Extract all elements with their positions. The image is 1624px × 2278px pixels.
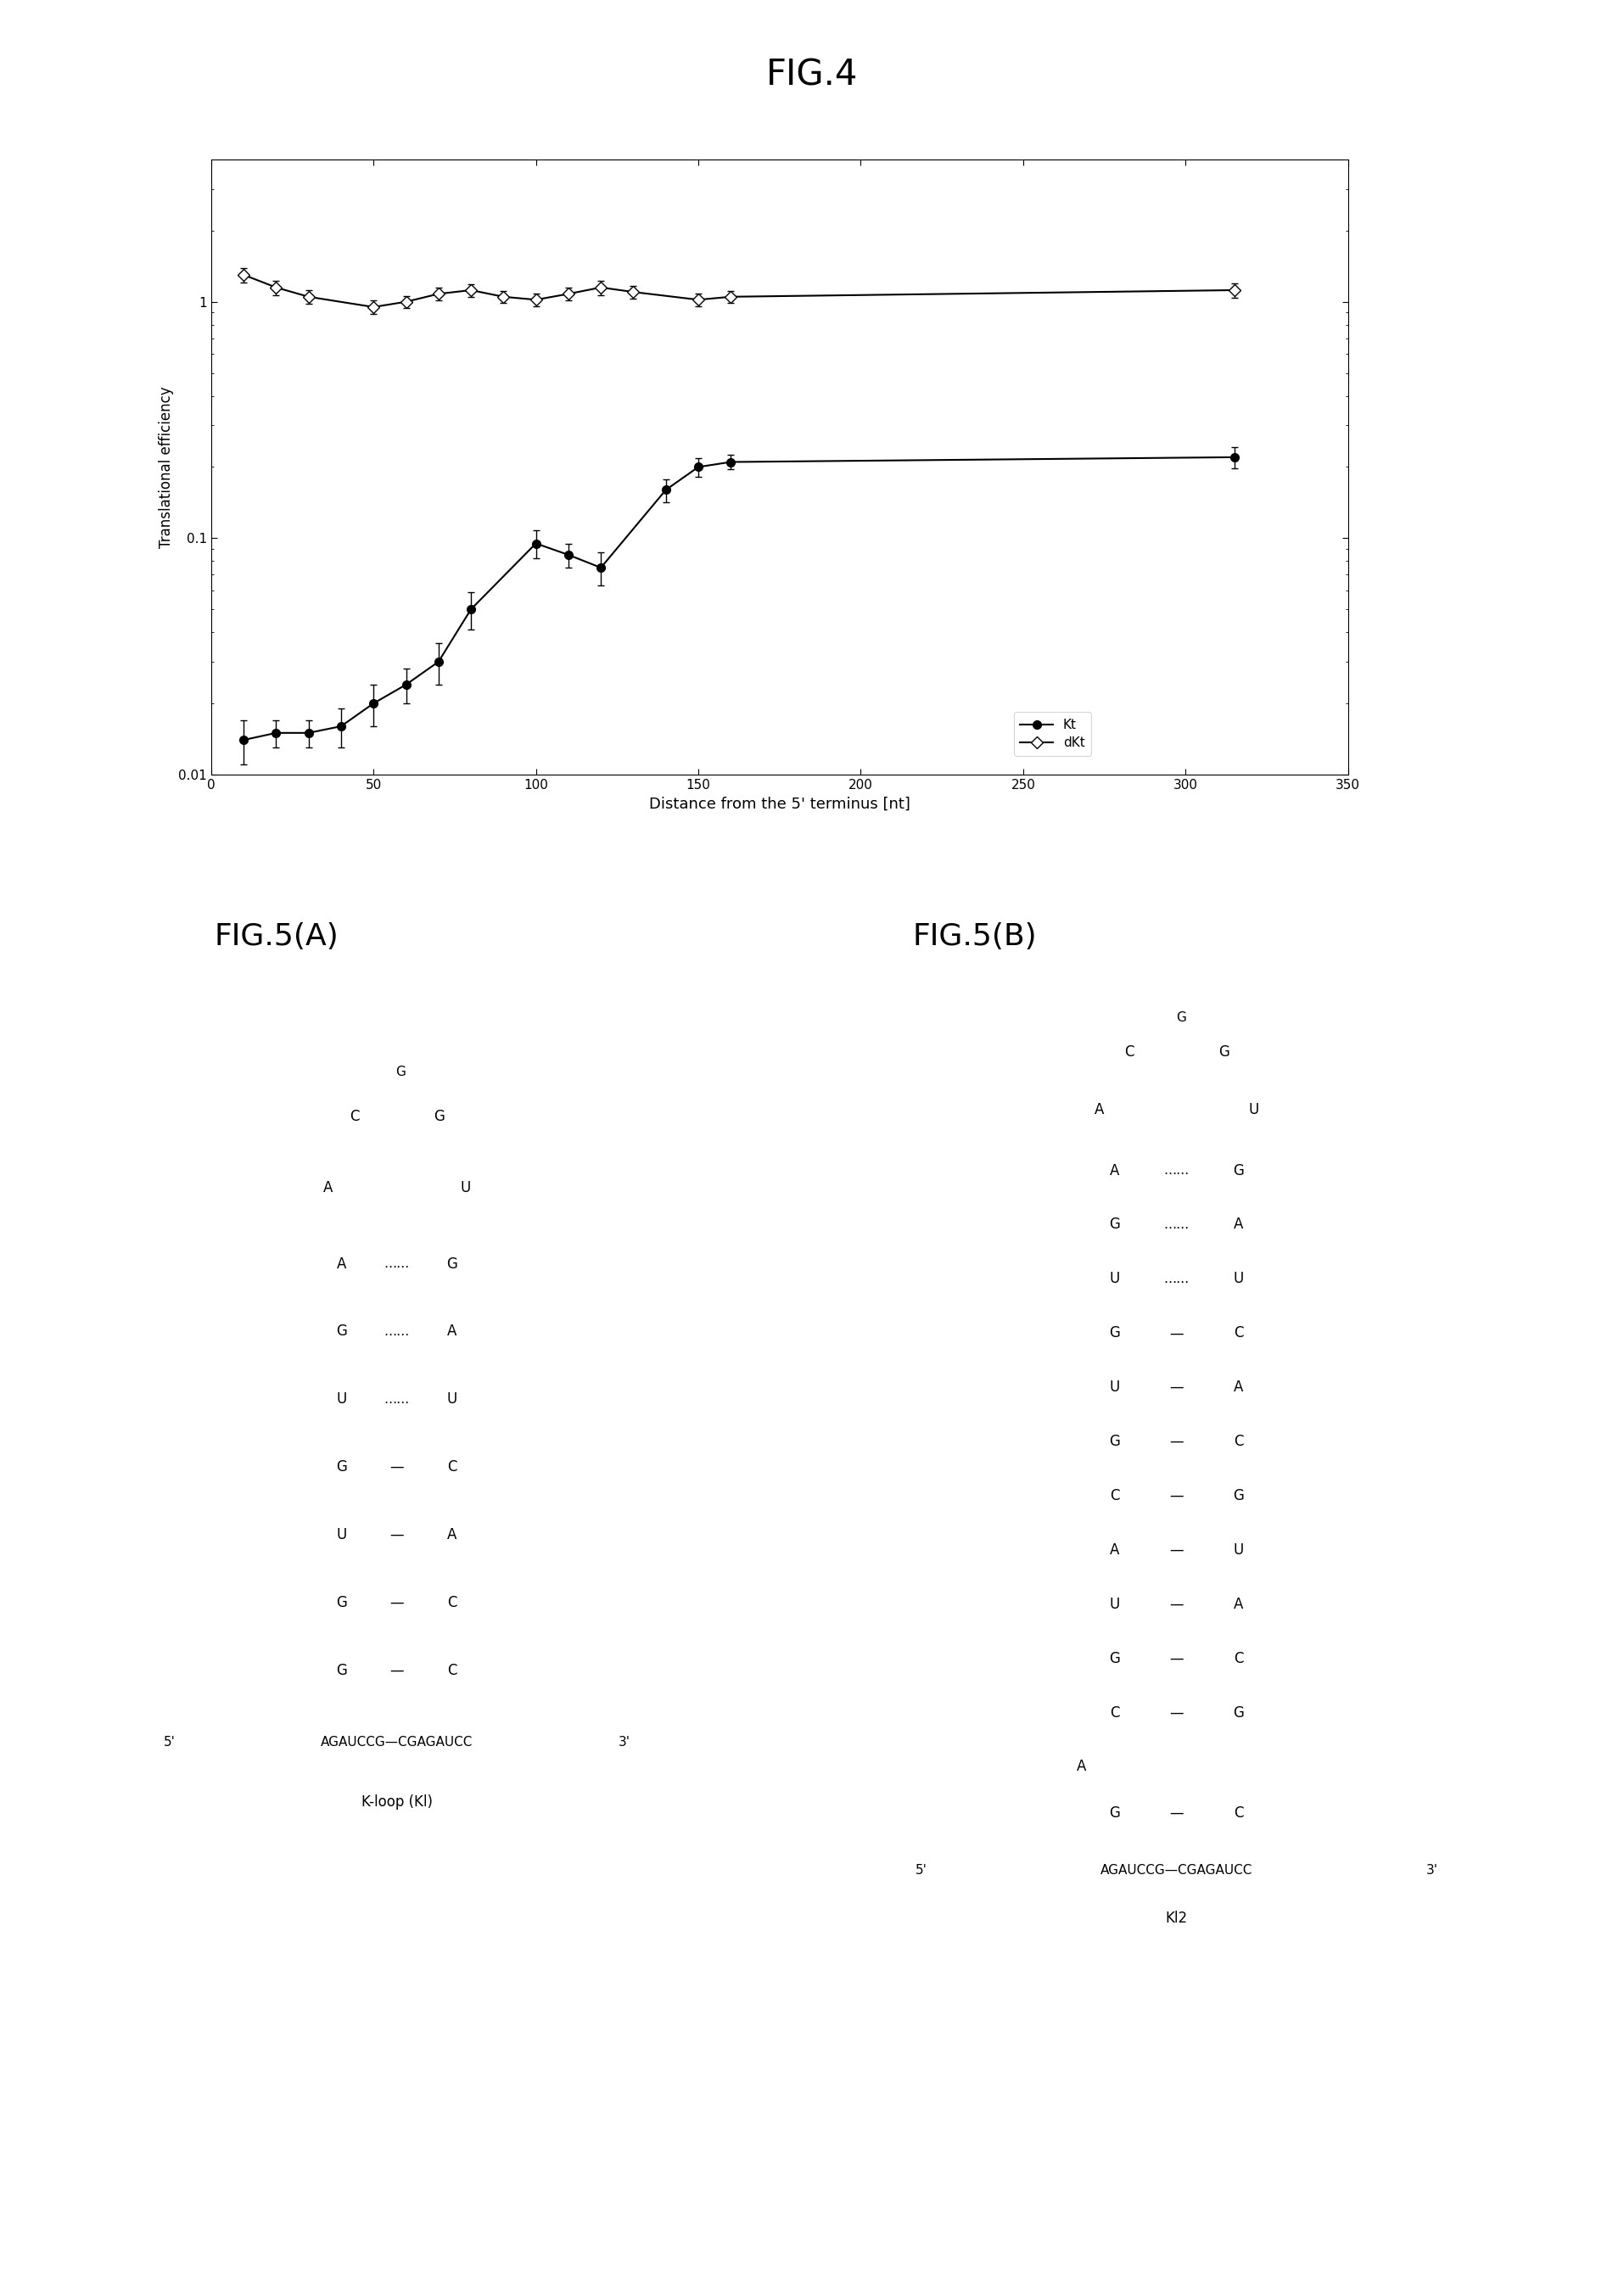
Text: ……: …… bbox=[383, 1257, 409, 1271]
Text: G: G bbox=[1109, 1652, 1121, 1665]
Text: K-loop (Kl): K-loop (Kl) bbox=[361, 1795, 432, 1809]
Text: 5': 5' bbox=[164, 1736, 175, 1750]
Text: —: — bbox=[1169, 1326, 1184, 1342]
Text: U: U bbox=[336, 1526, 348, 1542]
Text: C: C bbox=[447, 1460, 456, 1474]
Text: C: C bbox=[351, 1109, 361, 1123]
Text: G: G bbox=[1109, 1804, 1121, 1820]
Text: —: — bbox=[390, 1663, 404, 1679]
Text: FIG.5(A): FIG.5(A) bbox=[214, 923, 338, 952]
Text: U: U bbox=[1233, 1542, 1244, 1558]
Text: G: G bbox=[447, 1255, 458, 1271]
Legend: Kt, dKt: Kt, dKt bbox=[1013, 713, 1091, 756]
Text: 3': 3' bbox=[619, 1736, 630, 1750]
Text: U: U bbox=[336, 1392, 348, 1408]
Text: G: G bbox=[1233, 1162, 1244, 1178]
Text: G: G bbox=[434, 1109, 445, 1123]
Text: —: — bbox=[390, 1526, 404, 1542]
Text: A: A bbox=[447, 1324, 456, 1339]
Text: —: — bbox=[390, 1595, 404, 1611]
Text: G: G bbox=[336, 1460, 348, 1474]
Text: —: — bbox=[1169, 1433, 1184, 1449]
Text: A: A bbox=[1109, 1162, 1119, 1178]
Text: A: A bbox=[1234, 1216, 1244, 1232]
Text: C: C bbox=[1234, 1326, 1244, 1342]
Text: U: U bbox=[1233, 1271, 1244, 1287]
Text: ……: …… bbox=[1163, 1273, 1189, 1285]
Text: G: G bbox=[336, 1595, 348, 1611]
Text: C: C bbox=[1234, 1652, 1244, 1665]
Text: U: U bbox=[1109, 1271, 1119, 1287]
Text: G: G bbox=[1109, 1433, 1121, 1449]
Text: C: C bbox=[447, 1663, 456, 1679]
Text: G: G bbox=[1233, 1488, 1244, 1503]
Text: G: G bbox=[1109, 1326, 1121, 1342]
Text: A: A bbox=[1109, 1542, 1119, 1558]
Text: A: A bbox=[447, 1526, 456, 1542]
Text: U: U bbox=[1109, 1380, 1119, 1394]
Text: 3': 3' bbox=[1426, 1863, 1437, 1877]
Text: C: C bbox=[1234, 1804, 1244, 1820]
Text: G: G bbox=[336, 1324, 348, 1339]
Text: ……: …… bbox=[1163, 1164, 1189, 1178]
Text: G: G bbox=[396, 1066, 406, 1080]
Text: G: G bbox=[1109, 1216, 1121, 1232]
Y-axis label: Translational efficiency: Translational efficiency bbox=[159, 387, 174, 547]
Text: —: — bbox=[1169, 1804, 1184, 1820]
Text: FIG.4: FIG.4 bbox=[767, 57, 857, 93]
Text: G: G bbox=[1218, 1046, 1229, 1059]
Text: C: C bbox=[1234, 1433, 1244, 1449]
Text: A: A bbox=[338, 1255, 348, 1271]
Text: A: A bbox=[1234, 1380, 1244, 1394]
Text: AGAUCCG—CGAGAUCC: AGAUCCG—CGAGAUCC bbox=[1101, 1863, 1252, 1877]
Text: AGAUCCG—CGAGAUCC: AGAUCCG—CGAGAUCC bbox=[322, 1736, 473, 1750]
Text: ……: …… bbox=[383, 1392, 409, 1406]
Text: —: — bbox=[1169, 1652, 1184, 1665]
Text: Kl2: Kl2 bbox=[1166, 1911, 1187, 1925]
Text: A: A bbox=[1077, 1759, 1086, 1775]
Text: C: C bbox=[1124, 1046, 1134, 1059]
Text: —: — bbox=[1169, 1704, 1184, 1720]
Text: A: A bbox=[1234, 1597, 1244, 1613]
Text: A: A bbox=[323, 1180, 333, 1196]
Text: C: C bbox=[1109, 1704, 1119, 1720]
Text: —: — bbox=[1169, 1542, 1184, 1558]
Text: —: — bbox=[1169, 1597, 1184, 1613]
Text: ……: …… bbox=[1163, 1219, 1189, 1230]
Text: G: G bbox=[1233, 1704, 1244, 1720]
X-axis label: Distance from the 5' terminus [nt]: Distance from the 5' terminus [nt] bbox=[650, 795, 909, 811]
Text: —: — bbox=[390, 1460, 404, 1474]
Text: G: G bbox=[1176, 1011, 1186, 1023]
Text: ……: …… bbox=[383, 1326, 409, 1337]
Text: —: — bbox=[1169, 1380, 1184, 1394]
Text: U: U bbox=[447, 1392, 456, 1408]
Text: FIG.5(B): FIG.5(B) bbox=[913, 923, 1036, 952]
Text: U: U bbox=[460, 1180, 471, 1196]
Text: C: C bbox=[447, 1595, 456, 1611]
Text: —: — bbox=[1169, 1488, 1184, 1503]
Text: C: C bbox=[1109, 1488, 1119, 1503]
Text: A: A bbox=[1095, 1103, 1104, 1118]
Text: U: U bbox=[1109, 1597, 1119, 1613]
Text: 5': 5' bbox=[914, 1863, 927, 1877]
Text: G: G bbox=[336, 1663, 348, 1679]
Text: U: U bbox=[1249, 1103, 1259, 1118]
